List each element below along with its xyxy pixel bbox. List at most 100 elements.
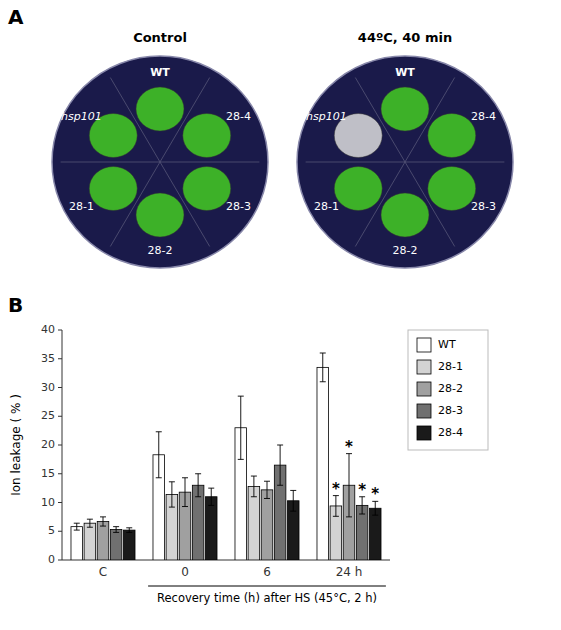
error-cap [359, 514, 365, 515]
error-bar [156, 432, 162, 478]
error-stem [375, 501, 376, 515]
genotype-label: 28-1 [314, 200, 339, 213]
y-tick-label: 0 [48, 553, 55, 566]
bar [369, 508, 381, 560]
error-cap [195, 496, 201, 497]
genotype-label: 28-3 [471, 200, 496, 213]
error-bar [264, 481, 270, 498]
y-tick-label: 40 [41, 323, 55, 336]
y-tick-label: 10 [41, 496, 55, 509]
error-cap [264, 498, 270, 499]
error-bar [87, 519, 93, 527]
legend: WT28-128-228-328-4 [408, 330, 488, 450]
error-cap [333, 516, 339, 517]
error-cap [372, 515, 378, 516]
error-bar [169, 482, 175, 507]
y-tick-label: 20 [41, 438, 55, 451]
error-bar [126, 528, 132, 533]
bars [71, 353, 381, 560]
error-bar [346, 454, 352, 517]
error-stem [185, 478, 186, 507]
error-cap [113, 526, 119, 527]
plant-cluster [136, 193, 184, 237]
plant-cluster [183, 114, 231, 158]
error-stem [211, 488, 212, 505]
error-stem [116, 527, 117, 533]
bar [71, 527, 83, 560]
bar [192, 485, 204, 560]
bar [205, 497, 217, 560]
error-cap [208, 488, 214, 489]
y-tick [58, 387, 62, 388]
error-cap [182, 477, 188, 478]
error-bar [195, 474, 201, 497]
genotype-label: 28-2 [393, 244, 418, 257]
x-tick-label: 24 h [336, 565, 363, 579]
error-cap [100, 526, 106, 527]
genotype-label: 28-2 [148, 244, 173, 257]
error-cap [87, 519, 93, 520]
error-stem [198, 474, 199, 497]
significance-star: * [358, 481, 366, 499]
y-tick-label: 5 [48, 524, 55, 537]
genotype-label: 28-4 [226, 110, 251, 123]
significance-star: * [345, 438, 353, 456]
genotype-label: 28-4 [471, 110, 496, 123]
y-axis-label: Ion leakage ( % ) [9, 394, 23, 496]
dish-panel: ControlWT28-428-328-228-1hsp101 [52, 30, 268, 268]
error-bar [182, 478, 188, 507]
error-cap [126, 527, 132, 528]
error-stem [103, 517, 104, 526]
legend-swatch [417, 382, 431, 396]
error-cap [251, 476, 257, 477]
plant-cluster [136, 87, 184, 131]
plant-cluster [381, 87, 429, 131]
error-cap [320, 381, 326, 382]
error-cap [238, 396, 244, 397]
error-bar [74, 523, 80, 530]
error-cap [126, 532, 132, 533]
error-cap [208, 505, 214, 506]
panel-label: B [8, 293, 23, 317]
error-stem [158, 432, 159, 478]
bar [356, 505, 368, 560]
error-bar [290, 490, 296, 511]
error-stem [89, 519, 90, 527]
error-bar [251, 476, 257, 497]
legend-label: 28-3 [438, 404, 463, 417]
plant-cluster [183, 167, 231, 211]
error-cap [74, 530, 80, 531]
y-tick [58, 502, 62, 503]
legend-swatch [417, 360, 431, 374]
divider [110, 78, 209, 247]
error-stem [362, 497, 363, 514]
error-cap [320, 353, 326, 354]
y-axis: 0510152025303540Ion leakage ( % )C0624 h [9, 323, 390, 579]
legend-label: 28-4 [438, 426, 463, 439]
bar [97, 521, 109, 560]
error-stem [349, 454, 350, 517]
error-cap [277, 445, 283, 446]
error-stem [253, 476, 254, 497]
error-stem [267, 481, 268, 498]
bar [248, 486, 260, 560]
divider [355, 78, 454, 247]
background [0, 0, 561, 630]
error-cap [277, 485, 283, 486]
bar [317, 367, 329, 560]
error-cap [74, 523, 80, 524]
x-tick-label: 0 [181, 565, 189, 579]
error-bar [333, 496, 339, 517]
legend-box [408, 330, 488, 450]
genotype-label: 28-1 [69, 200, 94, 213]
legend-label: WT [438, 338, 456, 351]
dish-panel: 44ºC, 40 minWT28-428-328-228-1hsp101 [297, 30, 513, 268]
error-bar [320, 353, 326, 382]
y-tick [58, 560, 62, 561]
y-axis-line [62, 330, 63, 560]
error-cap [169, 481, 175, 482]
error-cap [113, 532, 119, 533]
y-tick [58, 531, 62, 532]
error-cap [346, 516, 352, 517]
error-bar [113, 527, 119, 533]
